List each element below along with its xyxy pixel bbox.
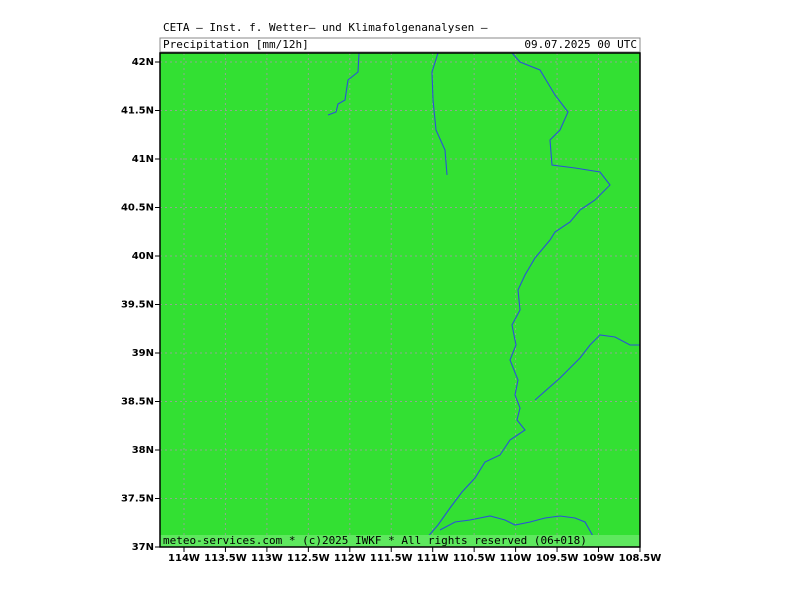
river (439, 515, 599, 546)
river (327, 52, 360, 116)
river (431, 52, 448, 176)
lat-label: 40.5N (121, 203, 154, 214)
lon-label: 110W (500, 553, 532, 564)
lon-label: 114W (168, 553, 200, 564)
lon-label: 111W (417, 553, 449, 564)
lon-label: 108.5W (619, 553, 662, 564)
lat-label: 37.5N (121, 494, 154, 505)
lon-label: 109W (583, 553, 615, 564)
lat-label: 40N (132, 251, 154, 262)
axes: 42N 41.5N 41N 40.5N 40N 39.5N 39N 38.5N 38N 37.5N… (121, 57, 661, 564)
map-frame (159, 52, 641, 548)
footer: meteo-services.com * (c)2025 IWKF * All … (163, 534, 587, 547)
lon-label: 112.5W (287, 553, 330, 564)
river (424, 52, 611, 541)
lat-label: 42N (132, 57, 154, 68)
lon-label: 110.5W (453, 553, 496, 564)
lat-label: 38N (132, 445, 154, 456)
lon-label: 113W (251, 553, 283, 564)
subtitle-box (159, 37, 641, 53)
footer-band (160, 535, 640, 547)
subtitle: Precipitation [mm/12h] (163, 38, 309, 51)
lat-label: 37N (132, 542, 154, 553)
rivers (327, 52, 640, 546)
lat-label: 39N (132, 348, 154, 359)
lon-label: 113.5W (204, 553, 247, 564)
date: 09.07.2025 00 UTC (524, 38, 637, 51)
header-title: CETA — Inst. f. Wetter— und Klimafolgena… (163, 21, 488, 34)
lat-label: 39.5N (121, 300, 154, 311)
lon-label: 109.5W (536, 553, 579, 564)
lat-label: 41.5N (121, 106, 154, 117)
river (534, 334, 640, 401)
lon-label: 112W (334, 553, 366, 564)
lat-label: 41N (132, 154, 154, 165)
lon-label: 111.5W (370, 553, 413, 564)
grid (160, 53, 640, 547)
lat-label: 38.5N (121, 397, 154, 408)
map-area (160, 53, 640, 547)
